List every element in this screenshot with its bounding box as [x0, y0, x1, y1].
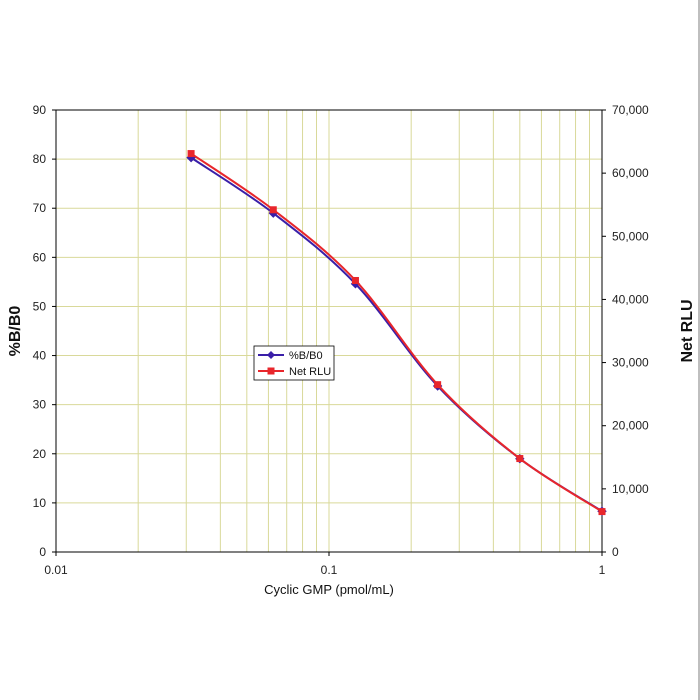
axis-ticks: 0 10 20 30 40 50 60 70 80 90 0 10,000 20,000 30,000 40…: [33, 103, 649, 577]
y2-tick-label: 70,000: [612, 103, 649, 117]
legend-item: Net RLU: [258, 366, 331, 378]
y-tick-label: 10: [33, 496, 47, 510]
y2-tick-label: 30,000: [612, 356, 649, 370]
y2-tick-label: 0: [612, 545, 619, 559]
y-tick-label: 60: [33, 250, 47, 264]
x-axis-title: Cyclic GMP (pmol/mL): [264, 582, 394, 597]
data-point-square: [269, 206, 277, 214]
legend-label: Net RLU: [289, 366, 331, 378]
data-point-square: [434, 381, 442, 389]
right-edge-border: [698, 0, 700, 700]
data-point-square: [351, 276, 359, 284]
data-point-square: [187, 150, 195, 158]
y2-tick-label: 10,000: [612, 482, 649, 496]
series-layer: [186, 150, 607, 516]
y-tick-label: 70: [33, 201, 47, 215]
y-tick-label: 0: [39, 545, 46, 559]
x-tick-label: 1: [599, 563, 606, 577]
series-line: [190, 156, 603, 513]
data-point-square: [516, 455, 524, 463]
y-axis-title-left: %B/B0: [7, 306, 24, 357]
legend-label: %B/B0: [289, 350, 323, 362]
y-tick-label: 80: [33, 152, 47, 166]
y-axis-title-right: Net RLU: [679, 299, 696, 362]
x-tick-label: 0.1: [321, 563, 338, 577]
y-tick-label: 90: [33, 103, 47, 117]
legend-marker-square: [267, 367, 275, 375]
y2-tick-label: 40,000: [612, 292, 649, 306]
y2-tick-label: 20,000: [612, 419, 649, 433]
y-tick-label: 30: [33, 398, 47, 412]
y2-tick-label: 60,000: [612, 166, 649, 180]
x-tick-label: 0.01: [44, 563, 68, 577]
legend-box: [253, 345, 335, 381]
y-tick-label: 50: [33, 299, 47, 313]
legend: %B/B0 Net RLU: [253, 345, 335, 381]
y-tick-label: 20: [33, 447, 47, 461]
y2-tick-label: 50,000: [612, 229, 649, 243]
series-line: [190, 152, 603, 513]
legend-marker-diamond: [267, 351, 275, 359]
y-tick-label: 40: [33, 349, 47, 363]
grid-lines: [56, 110, 602, 552]
series-net-rlu: [187, 150, 606, 516]
legend-item: %B/B0: [258, 350, 323, 362]
data-point-square: [598, 508, 606, 516]
